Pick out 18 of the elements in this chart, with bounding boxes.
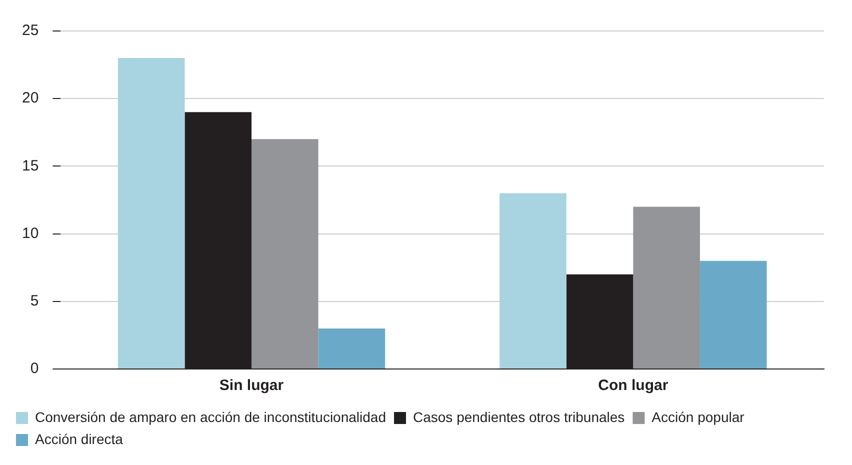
bar [500,193,566,368]
legend-label: Casos pendientes otros tribunales [413,408,625,425]
y-tick-label: 0 [30,360,39,378]
y-tick-label: 5 [30,292,39,310]
bar [700,260,767,368]
y-tick-label: 15 [22,157,39,174]
x-tick-label: Sin lugar [219,377,284,394]
bar [633,206,700,368]
y-tick-label: 25 [22,22,39,40]
y-tick-label: 20 [22,90,39,107]
bar [118,58,185,368]
legend-label: Conversión de amparo en acción de inconstitucionalidad [35,408,386,425]
y-tick-label: 10 [22,224,39,242]
bar [252,139,318,368]
x-tick-label: Con lugar [598,377,668,394]
bar [318,328,386,368]
legend-label: Acción directa [35,430,124,447]
legend-label: Acción popular [652,408,745,425]
